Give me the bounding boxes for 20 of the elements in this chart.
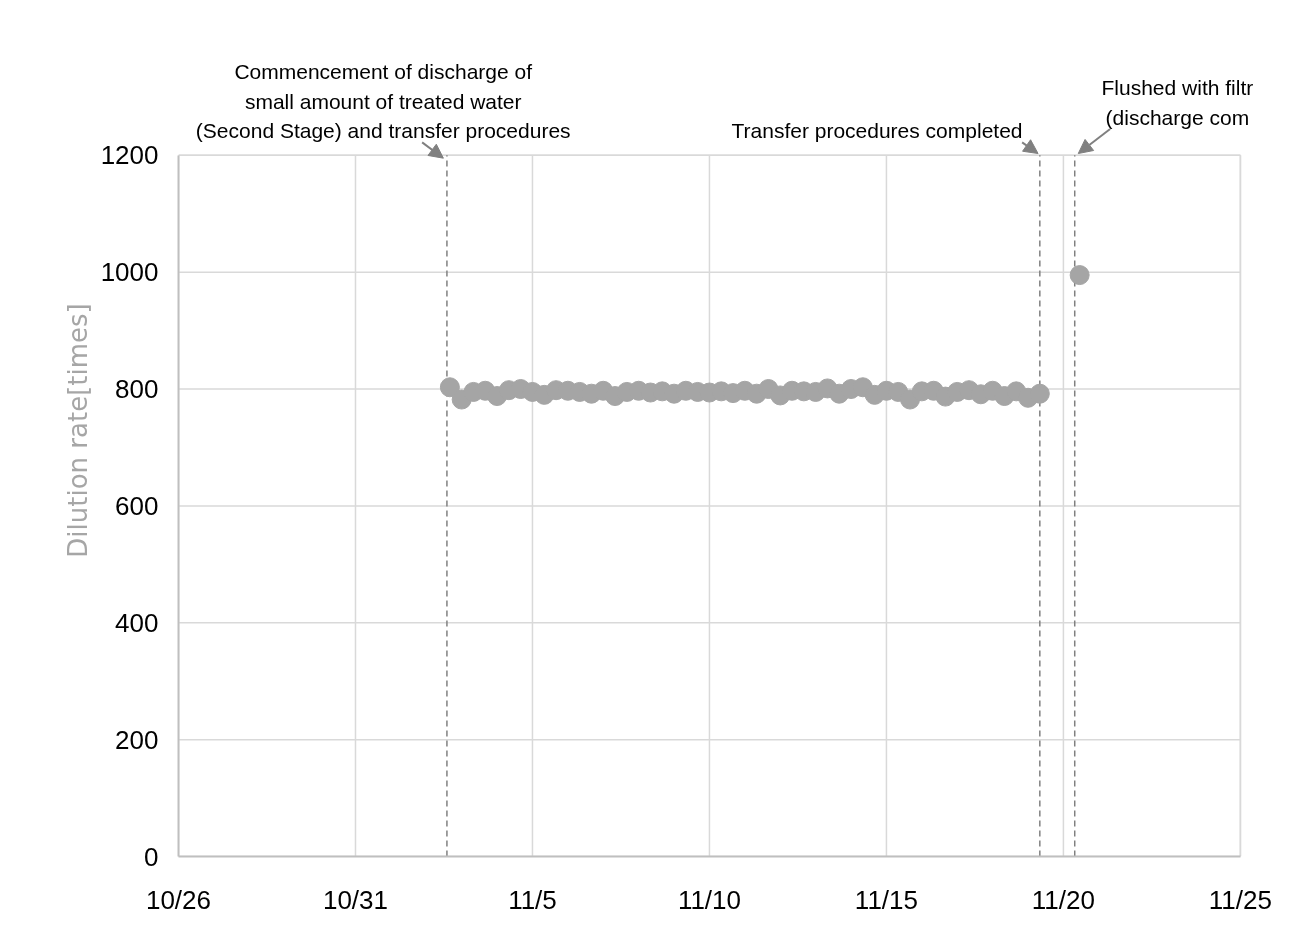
x-tick-label: 11/10 bbox=[677, 884, 742, 915]
point bbox=[1029, 383, 1050, 404]
ref-line-label: Flushed with filtr (discharge com bbox=[1101, 76, 1254, 129]
y-tick-label: 800 bbox=[115, 374, 159, 405]
x-tick-label: 11/20 bbox=[1031, 884, 1095, 915]
y-tick-label: 1200 bbox=[100, 140, 159, 171]
y-tick-label: 600 bbox=[115, 490, 159, 521]
y-axis-title: Dilution rate[times] bbox=[62, 303, 93, 558]
x-tick-label: 11/25 bbox=[1208, 884, 1272, 915]
x-tick-label: 10/31 bbox=[322, 884, 389, 915]
point bbox=[439, 377, 460, 398]
x-tick-label: 10/26 bbox=[145, 884, 212, 915]
ref-line-label: Commencement of discharge of small amount of treated water (Second Stage) and transfer procedures bbox=[195, 59, 571, 143]
x-tick-label: 11/15 bbox=[854, 884, 919, 915]
ref-line-label: Transfer procedures completed bbox=[731, 119, 1023, 143]
y-tick-label: 0 bbox=[144, 841, 159, 872]
y-tick-label: 1000 bbox=[100, 257, 159, 288]
y-tick-label: 400 bbox=[115, 607, 159, 638]
y-tick-label: 200 bbox=[115, 724, 159, 755]
x-tick-label: 11/5 bbox=[508, 884, 557, 915]
